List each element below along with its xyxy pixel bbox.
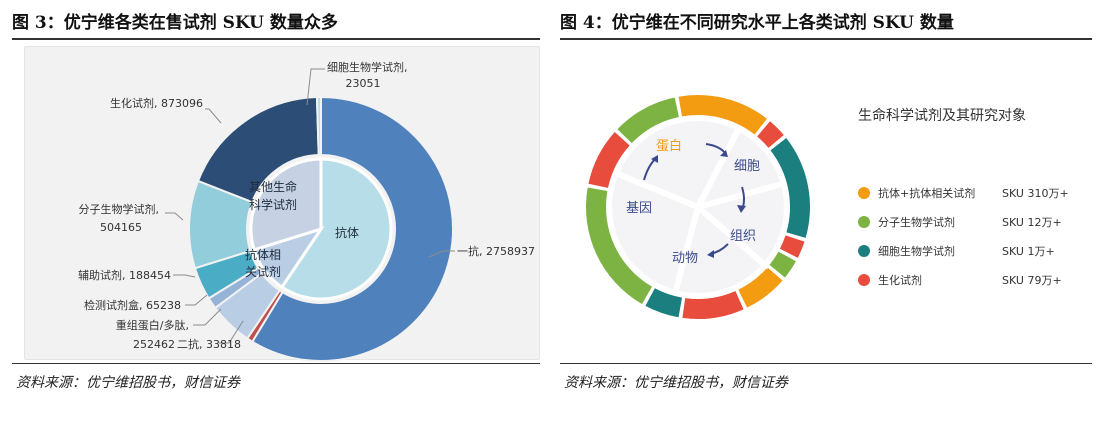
ring-segment-0 <box>678 95 767 135</box>
outer-slice-0 <box>250 95 454 362</box>
label-protein: 蛋白 <box>656 138 682 154</box>
callout-shenghua: 生化试剂, 873096 <box>110 96 203 110</box>
label-gene: 基因 <box>626 201 652 216</box>
arrowhead-4 <box>651 155 658 163</box>
ring-segment-2 <box>770 138 810 238</box>
legend-dot-3 <box>858 274 870 286</box>
ring-segment-10 <box>617 97 679 144</box>
figure-4-title: 图 4：优宁维在不同研究水平上各类试剂 SKU 数量 <box>560 13 954 33</box>
bottom-rule <box>560 363 1092 364</box>
ring-segment-9 <box>588 132 630 188</box>
callout-fenzi-name: 分子生物学试剂, <box>79 202 160 216</box>
donut-chart: 抗体 抗体相 关试剂 其他生命 科学试剂 一抗, 2758937 生化试剂, 8… <box>78 60 535 362</box>
arrowheads <box>651 150 746 258</box>
legend-dot-1 <box>858 216 870 228</box>
legend-sku-0: SKU 310万+ <box>1002 187 1069 200</box>
callout-xibao-name: 细胞生物学试剂, <box>327 60 408 74</box>
callout-fuzhu: 辅助试剂, 188454 <box>78 268 171 282</box>
callout-fenzi-val: 504165 <box>100 221 142 234</box>
figure-4-panel: 图 4：优宁维在不同研究水平上各类试剂 SKU 数量 蛋白 细胞 组织 动物 基… <box>560 0 1092 423</box>
legend-title: 生命科学试剂及其研究对象 <box>858 107 1026 124</box>
callout-jiance: 检测试剂盒, 65238 <box>84 298 181 312</box>
top-rule <box>12 38 540 40</box>
inner-slice-2 <box>249 157 323 252</box>
research-level-diagram: 蛋白 细胞 组织 动物 基因 生命科学试剂及其研究对象 抗体+抗体相关试剂 SKU… <box>586 95 1069 319</box>
spokes <box>615 127 785 293</box>
callout-yikang: 一抗, 2758937 <box>457 244 535 258</box>
inner-label-antibody: 抗体 <box>335 225 359 240</box>
callout-chongzu-name: 重组蛋白/多肽, <box>116 318 189 332</box>
arrowhead-3 <box>707 250 714 258</box>
inner-label-related-2: 关试剂 <box>245 264 281 279</box>
label-tissue: 组织 <box>730 229 756 244</box>
legend-label-2: 细胞生物学试剂 <box>878 244 955 258</box>
colored-ring <box>586 95 810 319</box>
ring-segment-4 <box>769 251 796 278</box>
legend-label-0: 抗体+抗体相关试剂 <box>878 186 975 200</box>
figure-3-panel: 图 3：优宁维各类在售试剂 SKU 数量众多 抗体 抗体相 关试剂 其他生命 科… <box>12 0 540 423</box>
callout-erkang: 二抗, 33818 <box>177 337 241 351</box>
top-rule <box>560 38 1092 40</box>
legend-dot-2 <box>858 245 870 257</box>
chart-area: 抗体 抗体相 关试剂 其他生命 科学试剂 一抗, 2758937 生化试剂, 8… <box>24 46 540 362</box>
callout-chongzu-val: 252462 <box>133 338 175 351</box>
source-note: 资料来源：优宁维招股书，财信证券 <box>564 375 788 391</box>
inner-label-other-2: 科学试剂 <box>249 197 297 212</box>
ring-segment-7 <box>645 288 683 318</box>
figure-3-title: 图 3：优宁维各类在售试剂 SKU 数量众多 <box>12 13 338 33</box>
legend-sku-1: SKU 12万+ <box>1002 216 1062 229</box>
inner-pie <box>249 157 393 301</box>
legend-label-1: 分子生物学试剂 <box>878 215 955 229</box>
inner-label-related-1: 抗体相 <box>245 247 281 262</box>
bottom-rule <box>12 363 540 364</box>
leader-lines <box>165 68 455 344</box>
callout-xibao-val: 23051 <box>346 77 381 90</box>
legend-dot-0 <box>858 187 870 199</box>
outer-ring <box>188 95 454 362</box>
inner-label-other-1: 其他生命 <box>249 179 297 194</box>
source-note: 资料来源：优宁维招股书，财信证券 <box>16 375 240 391</box>
ring-segment-5 <box>738 267 783 308</box>
arrowhead-2 <box>737 205 746 213</box>
label-cell: 细胞 <box>734 159 760 174</box>
arrowhead-1 <box>720 150 728 157</box>
outer-slice-7 <box>315 95 322 157</box>
legend-sku-2: SKU 1万+ <box>1002 245 1055 258</box>
legend-label-3: 生化试剂 <box>878 273 922 287</box>
ring-segment-1 <box>757 121 784 148</box>
ring-segment-8 <box>586 187 652 304</box>
legend: 抗体+抗体相关试剂 SKU 310万+ 分子生物学试剂 SKU 12万+ 细胞生物学试剂… <box>858 186 1069 287</box>
legend-sku-3: SKU 79万+ <box>1002 274 1062 287</box>
ring-segment-6 <box>682 291 744 319</box>
label-animal: 动物 <box>672 251 698 266</box>
ring-segment-3 <box>779 235 805 258</box>
inner-slice-0 <box>279 157 393 301</box>
